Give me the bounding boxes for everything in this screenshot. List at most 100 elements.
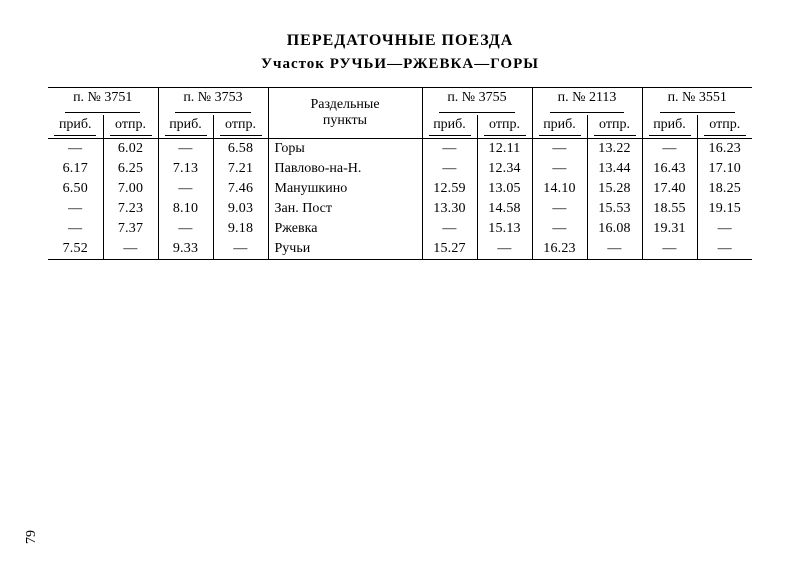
train-number: 3753: [215, 90, 243, 105]
cell-arr: —: [422, 159, 477, 179]
cell-arr: 12.59: [422, 179, 477, 199]
cell-arr: —: [158, 219, 213, 239]
cell-dep: 12.11: [477, 139, 532, 159]
cell-arr: —: [642, 239, 697, 260]
cell-arr: 7.13: [158, 159, 213, 179]
train-label-prefix: п. №: [447, 90, 475, 105]
timetable: п. № 3751 п. № 3753 Раздельные пункты п.…: [48, 87, 752, 260]
train-header: п. № 3551: [642, 88, 752, 115]
col-arr: приб.: [158, 115, 213, 139]
cell-dep: 15.13: [477, 219, 532, 239]
table-row: —7.238.109.03Зан. Пост13.3014.58—15.5318…: [48, 199, 752, 219]
table-row: 6.507.00—7.46Манушкино12.5913.0514.1015.…: [48, 179, 752, 199]
col-dep: отпр.: [697, 115, 752, 139]
cell-arr: —: [532, 219, 587, 239]
cell-dep: 7.46: [213, 179, 268, 199]
cell-dep: 13.05: [477, 179, 532, 199]
cell-dep: 9.03: [213, 199, 268, 219]
cell-arr: 14.10: [532, 179, 587, 199]
cell-arr: —: [532, 199, 587, 219]
train-label-prefix: п. №: [183, 90, 211, 105]
train-header: п. № 3755: [422, 88, 532, 115]
cell-dep: 6.58: [213, 139, 268, 159]
station-name: Зан. Пост: [268, 199, 422, 219]
cell-arr: —: [642, 139, 697, 159]
cell-dep: 9.18: [213, 219, 268, 239]
cell-dep: —: [213, 239, 268, 260]
cell-arr: —: [532, 139, 587, 159]
cell-arr: —: [48, 219, 103, 239]
station-name: Манушкино: [268, 179, 422, 199]
col-arr: приб.: [532, 115, 587, 139]
cell-dep: 7.23: [103, 199, 158, 219]
cell-arr: —: [422, 139, 477, 159]
cell-arr: 15.27: [422, 239, 477, 260]
cell-arr: 6.50: [48, 179, 103, 199]
col-arr: приб.: [48, 115, 103, 139]
train-label-prefix: п. №: [668, 90, 696, 105]
cell-arr: 18.55: [642, 199, 697, 219]
cell-dep: —: [697, 239, 752, 260]
cell-arr: —: [158, 139, 213, 159]
cell-arr: —: [48, 139, 103, 159]
cell-arr: 13.30: [422, 199, 477, 219]
table-row: 6.176.257.137.21Павлово-на-Н.—12.34—13.4…: [48, 159, 752, 179]
cell-dep: 6.02: [103, 139, 158, 159]
cell-arr: 16.43: [642, 159, 697, 179]
cell-dep: 17.10: [697, 159, 752, 179]
cell-dep: 12.34: [477, 159, 532, 179]
cell-dep: —: [697, 219, 752, 239]
train-number: 3755: [479, 90, 507, 105]
cell-dep: 13.22: [587, 139, 642, 159]
cell-arr: 7.52: [48, 239, 103, 260]
cell-arr: —: [48, 199, 103, 219]
station-name: Ржевка: [268, 219, 422, 239]
cell-dep: 6.25: [103, 159, 158, 179]
train-number: 2113: [589, 90, 616, 105]
train-header: п. № 3753: [158, 88, 268, 115]
cell-dep: 15.53: [587, 199, 642, 219]
stations-header: Раздельные пункты: [268, 88, 422, 139]
cell-dep: 13.44: [587, 159, 642, 179]
table-row: —6.02—6.58Горы—12.11—13.22—16.23: [48, 139, 752, 159]
train-header: п. № 2113: [532, 88, 642, 115]
cell-arr: —: [532, 159, 587, 179]
cell-dep: 16.23: [697, 139, 752, 159]
cell-dep: —: [477, 239, 532, 260]
col-arr: приб.: [422, 115, 477, 139]
cell-arr: 16.23: [532, 239, 587, 260]
cell-arr: 17.40: [642, 179, 697, 199]
cell-dep: 19.15: [697, 199, 752, 219]
cell-arr: 8.10: [158, 199, 213, 219]
cell-dep: 15.28: [587, 179, 642, 199]
train-number: 3751: [104, 90, 132, 105]
page-title: ПЕРЕДАТОЧНЫЕ ПОЕЗДА: [48, 32, 752, 50]
cell-dep: 7.00: [103, 179, 158, 199]
station-name: Павлово-на-Н.: [268, 159, 422, 179]
train-header: п. № 3751: [48, 88, 158, 115]
cell-dep: 7.21: [213, 159, 268, 179]
table-row: 7.52—9.33—Ручьи15.27—16.23———: [48, 239, 752, 260]
cell-arr: —: [158, 179, 213, 199]
cell-dep: 14.58: [477, 199, 532, 219]
page-subtitle: Участок РУЧЬИ—РЖЕВКА—ГОРЫ: [48, 56, 752, 73]
station-name: Горы: [268, 139, 422, 159]
cell-arr: 6.17: [48, 159, 103, 179]
cell-dep: 16.08: [587, 219, 642, 239]
train-number: 3551: [699, 90, 727, 105]
cell-dep: —: [587, 239, 642, 260]
col-dep: отпр.: [477, 115, 532, 139]
station-name: Ручьи: [268, 239, 422, 260]
col-dep: отпр.: [103, 115, 158, 139]
cell-arr: —: [422, 219, 477, 239]
page-number: 79: [24, 530, 40, 544]
cell-dep: —: [103, 239, 158, 260]
col-dep: отпр.: [587, 115, 642, 139]
train-label-prefix: п. №: [558, 90, 586, 105]
table-row: —7.37—9.18Ржевка—15.13—16.0819.31—: [48, 219, 752, 239]
cell-dep: 18.25: [697, 179, 752, 199]
col-dep: отпр.: [213, 115, 268, 139]
cell-arr: 19.31: [642, 219, 697, 239]
cell-dep: 7.37: [103, 219, 158, 239]
cell-arr: 9.33: [158, 239, 213, 260]
